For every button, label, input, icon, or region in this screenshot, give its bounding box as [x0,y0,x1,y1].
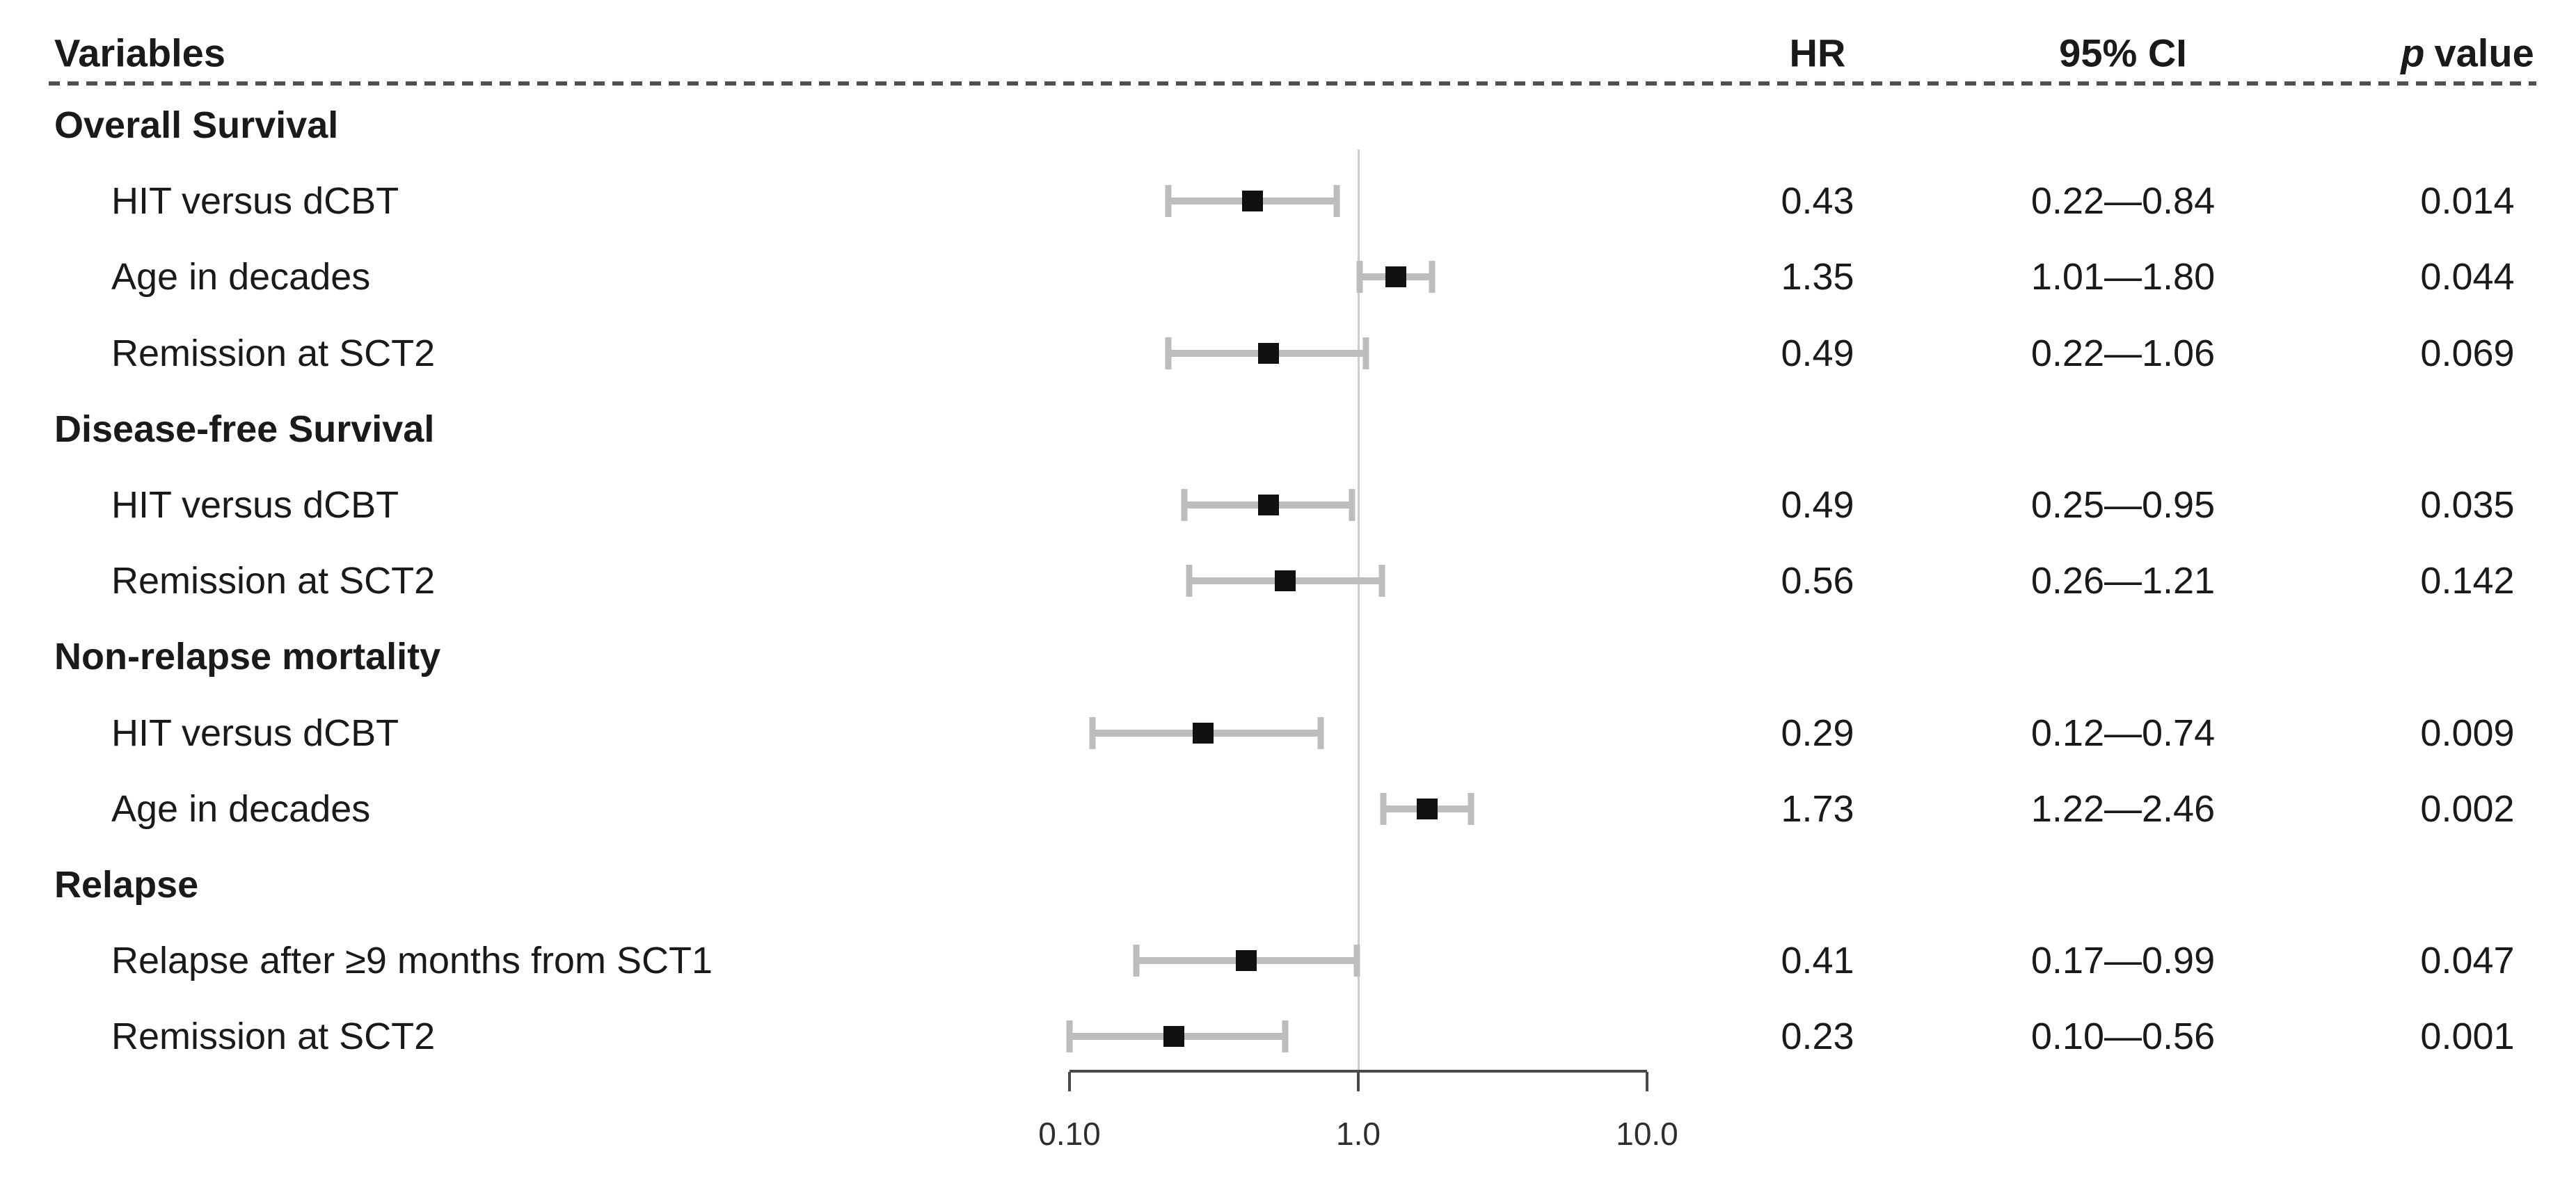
column-header-variables: Variables [54,31,225,75]
p-value: 0.001 [2420,1016,2515,1058]
hr-marker [1241,191,1263,212]
hr-value: 0.56 [1781,560,1854,602]
row-label: Relapse after ≥9 months from SCT1 [111,940,713,982]
x-axis-tick [1068,1072,1071,1091]
p-value: 0.069 [2420,332,2515,374]
ci-cap-left [1133,945,1140,977]
column-header-hr: HR [1789,31,1846,75]
p-value-header-rest: value [2434,31,2534,75]
ci-cap-left [1186,565,1193,597]
hr-marker [1385,266,1407,288]
ci-cap-left [1380,792,1387,825]
x-axis-tick [1357,1072,1360,1091]
ci-value: 0.22—0.84 [2030,180,2216,223]
ci-cap-right [1333,185,1340,218]
row-label: HIT versus dCBT [111,484,399,526]
group-header-label: Non-relapse mortality [54,636,441,678]
row-label: HIT versus dCBT [111,180,399,223]
ci-cap-left [1165,185,1172,218]
ci-cap-right [1349,489,1355,521]
hr-marker [1258,495,1280,515]
hr-marker [1236,950,1257,972]
p-value-header-italic-p: p [2401,31,2425,75]
ci-cap-left [1356,261,1363,294]
ci-cap-right [1362,337,1369,369]
row-label: Remission at SCT2 [111,332,436,374]
ci-value: 0.10—0.56 [2030,1016,2216,1058]
hr-marker [1258,342,1280,364]
row-label: Remission at SCT2 [111,560,436,602]
p-value: 0.142 [2420,560,2515,602]
ci-value: 0.22—1.06 [2030,332,2216,374]
ci-cap-left [1089,716,1096,749]
group-header-label: Relapse [54,864,199,906]
ci-value: 0.26—1.21 [2030,560,2216,602]
hr-value: 0.41 [1781,940,1854,982]
ci-value: 0.17—0.99 [2030,940,2216,982]
ci-cap-right [1429,261,1436,294]
ci-cap-right [1378,565,1385,597]
ci-cap-right [1317,716,1324,749]
ci-cap-left [1165,337,1172,369]
header-divider-dashed-line [49,81,2536,86]
p-value: 0.047 [2420,940,2515,982]
hr-value: 0.43 [1781,180,1854,223]
p-value: 0.044 [2420,256,2515,298]
group-header-label: Overall Survival [54,104,339,146]
hr-marker [1416,798,1438,819]
hr-marker [1163,1026,1185,1048]
hr-value: 0.29 [1781,712,1854,754]
hr-marker [1192,722,1214,744]
group-header-label: Disease-free Survival [54,408,435,450]
ci-cap-left [1181,489,1188,521]
ci-cap-right [1468,792,1474,825]
p-value: 0.035 [2420,484,2515,526]
reference-line [1357,150,1360,1070]
ci-cap-right [1282,1020,1289,1053]
x-axis-tick-label: 10.0 [1616,1116,1678,1152]
hr-value: 1.73 [1781,787,1854,830]
ci-cap-left [1066,1020,1073,1053]
hr-value: 0.49 [1781,484,1854,526]
x-axis-tick [1646,1072,1648,1091]
p-value: 0.002 [2420,787,2515,830]
ci-value: 0.12—0.74 [2030,712,2216,754]
ci-value: 1.01—1.80 [2030,256,2216,298]
hr-value: 0.49 [1781,332,1854,374]
row-label: HIT versus dCBT [111,712,399,754]
hr-marker [1275,570,1296,592]
p-value: 0.009 [2420,712,2515,754]
row-label: Age in decades [111,256,371,298]
row-label: Remission at SCT2 [111,1016,436,1058]
ci-value: 1.22—2.46 [2030,787,2216,830]
row-label: Age in decades [111,787,371,830]
column-header-ci: 95% CI [2059,31,2187,75]
x-axis-line [1070,1070,1647,1073]
ci-cap-right [1353,945,1360,977]
ci-value: 0.25—0.95 [2030,484,2216,526]
x-axis-tick-label: 1.0 [1336,1116,1381,1152]
hr-value: 1.35 [1781,256,1854,298]
p-value: 0.014 [2420,180,2515,223]
column-header-pvalue: p value [2401,31,2534,76]
hr-value: 0.23 [1781,1016,1854,1058]
x-axis-tick-label: 0.10 [1038,1116,1101,1152]
